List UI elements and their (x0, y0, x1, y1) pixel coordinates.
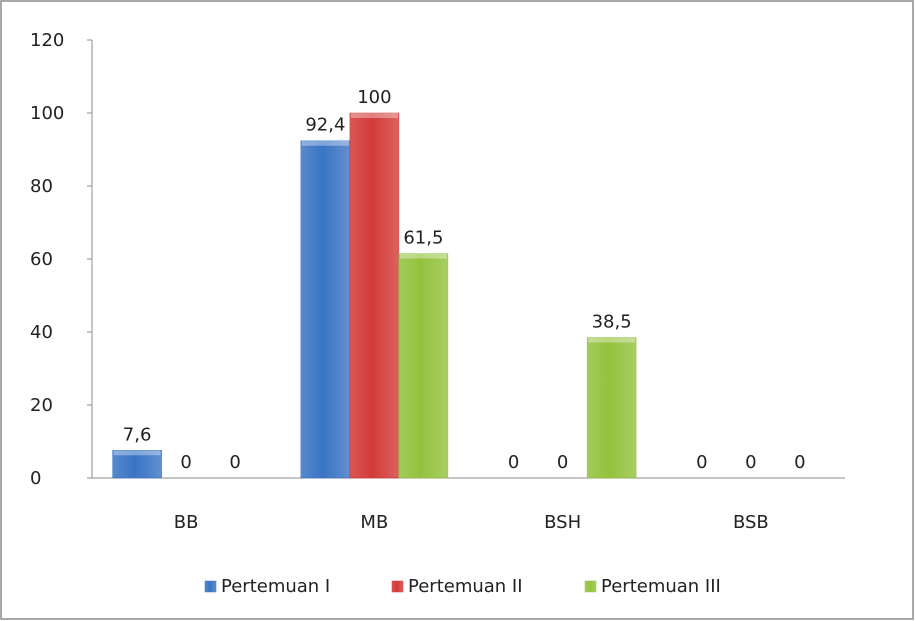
data-label: 0 (557, 452, 568, 473)
data-label: 61,5 (403, 228, 443, 249)
bar-highlight (588, 337, 636, 343)
bar-group (112, 112, 637, 479)
y-tick-label: 0 (30, 468, 41, 489)
y-tick-label: 60 (30, 249, 53, 270)
legend-label: Pertemuan I (221, 576, 330, 597)
y-axis-ticks: 0 20 40 60 80 100 120 (30, 30, 92, 489)
y-tick-label: 120 (30, 30, 64, 51)
data-label: 38,5 (592, 311, 632, 332)
category-label: BSB (733, 512, 769, 533)
data-label: 0 (794, 452, 805, 473)
data-label: 7,6 (123, 424, 152, 445)
legend-label: Pertemuan III (601, 576, 721, 597)
y-tick-label: 20 (30, 395, 53, 416)
legend-swatch (391, 580, 404, 593)
legend-swatch (204, 580, 217, 593)
category-labels: BB MB BSH BSB (174, 512, 769, 533)
data-label: 0 (508, 452, 519, 473)
legend: Pertemuan I Pertemuan II Pertemuan III (204, 576, 721, 597)
bar-mb-series-3 (398, 253, 449, 479)
legend-swatch (584, 580, 597, 593)
data-label: 92,4 (305, 115, 345, 136)
bar-bsh-series-3 (586, 337, 637, 479)
data-label: 0 (229, 452, 240, 473)
bar-bb-series-1 (112, 450, 162, 479)
bar-highlight (399, 253, 447, 259)
bar-highlight (350, 113, 398, 118)
bar-mb-series-2 (349, 112, 400, 479)
data-label: 100 (357, 87, 391, 108)
y-tick-label: 100 (30, 103, 64, 124)
data-label: 0 (180, 452, 191, 473)
bar-mb-series-1 (300, 140, 351, 479)
bar-highlight (301, 140, 349, 146)
data-label: 0 (696, 452, 707, 473)
y-tick-label: 80 (30, 176, 53, 197)
category-label: MB (360, 512, 388, 533)
data-label: 0 (745, 452, 756, 473)
category-label: BSH (544, 512, 581, 533)
y-tick-label: 40 (30, 322, 53, 343)
data-labels: 7,6 0 0 92,4 100 61,5 0 0 38,5 0 0 0 (123, 87, 806, 473)
bar-highlight (113, 450, 161, 456)
legend-label: Pertemuan II (408, 576, 523, 597)
category-label: BB (174, 512, 199, 533)
